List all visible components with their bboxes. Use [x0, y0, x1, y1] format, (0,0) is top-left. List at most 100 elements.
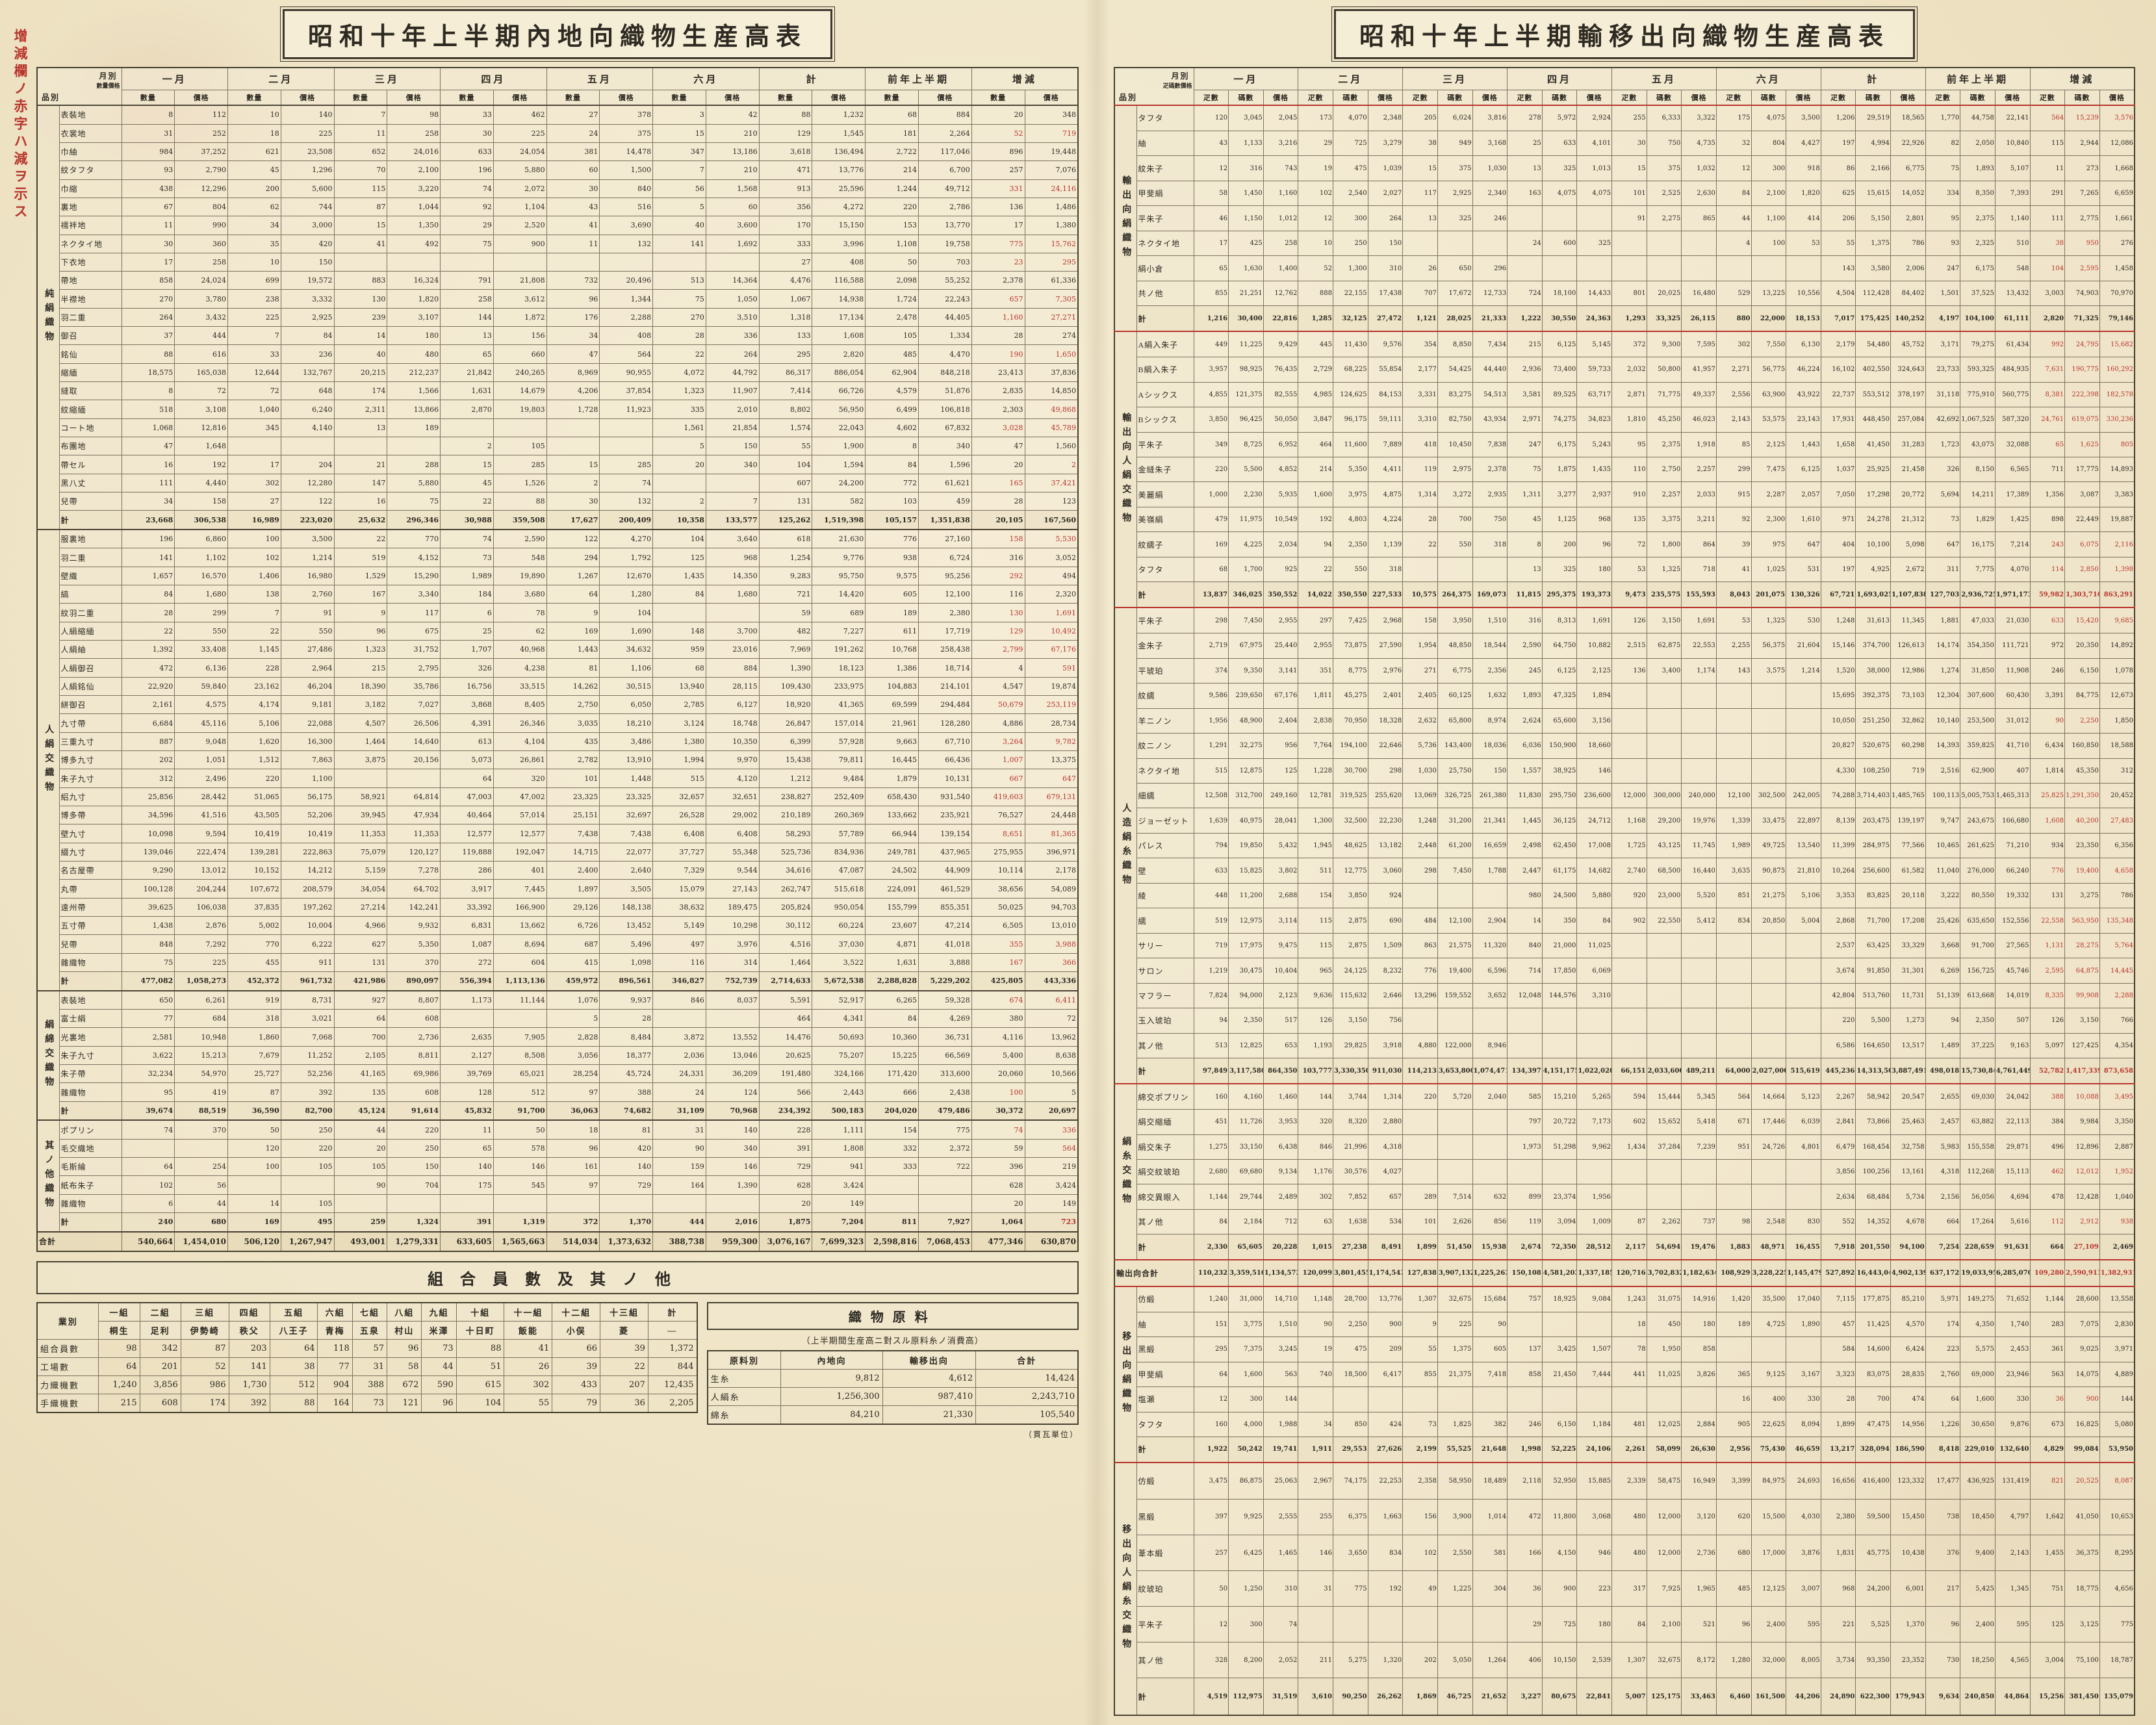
- value-cell: 155,593: [1681, 581, 1717, 608]
- value-cell: 49,712: [918, 179, 972, 198]
- value-cell: 203: [228, 1339, 270, 1358]
- row-label: 綿交ポプリン: [1136, 1083, 1194, 1110]
- value-cell: 40,968: [493, 640, 547, 659]
- value-cell: 3,826: [1681, 1361, 1717, 1388]
- value-cell: 37,525: [1960, 280, 1996, 307]
- table-row: 絽九寸 25,856 28,442 51,065 56,175 58,921 64,814 4…: [37, 787, 1079, 807]
- value-cell: 608: [139, 1394, 181, 1413]
- measure-header: 數量: [865, 89, 919, 106]
- value-cell: 2,590,913: [2064, 1259, 2100, 1287]
- value-cell: 96: [546, 1138, 600, 1158]
- value-cell: 2,378: [1472, 456, 1508, 483]
- table-row: 布團地 47 1,648 2 105 5 150 55 1,900 8 340 47 1,560: [37, 437, 1079, 456]
- value-cell: 9,576: [1367, 331, 1404, 358]
- value-cell: 3,888: [918, 952, 972, 973]
- table-row: 紋繻子 169 4,225 2,034 94 2,350 1,139 22 550 318 8 200…: [1114, 531, 2135, 557]
- value-cell: [440, 418, 494, 438]
- value-cell: 2,782: [546, 750, 600, 770]
- value-cell: 1,256,300: [780, 1387, 883, 1406]
- value-cell: 12,577: [493, 824, 547, 843]
- row-label: 雜織物: [58, 952, 122, 973]
- value-cell: 1,173: [440, 990, 494, 1010]
- value-cell: 332: [865, 1138, 919, 1158]
- value-cell: 5,530: [1024, 528, 1079, 549]
- table-row: 羽二重 264 3,432 225 2,925 239 3,107 144 1,872 176 2,…: [37, 307, 1079, 327]
- value-cell: 93: [1925, 230, 1961, 257]
- value-cell: 5,106: [1786, 882, 1821, 909]
- value-cell: 119: [1507, 1208, 1543, 1235]
- value-cell: 153: [865, 216, 919, 235]
- value-cell: 141: [228, 1357, 270, 1376]
- value-cell: 3,622: [121, 1045, 175, 1066]
- value-cell: 120,127: [387, 842, 441, 862]
- value-cell: 90,250: [1333, 1678, 1368, 1716]
- value-cell: 109,280: [2029, 1259, 2066, 1287]
- value-cell: 27,271: [1024, 307, 1079, 327]
- value-cell: 51,139: [1925, 982, 1961, 1009]
- value-cell: 225: [493, 123, 547, 143]
- value-cell: 25,426: [1925, 908, 1961, 934]
- value-cell: 278: [1507, 104, 1543, 131]
- value-cell: 2,820: [812, 344, 866, 364]
- value-cell: 1,311: [1507, 481, 1543, 507]
- value-cell: 284,975: [1855, 832, 1891, 859]
- value-cell: 52,206: [280, 806, 335, 825]
- value-cell: 3,816: [1472, 104, 1508, 131]
- value-cell: 1,435: [652, 566, 706, 586]
- value-cell: 1,400: [1263, 255, 1299, 281]
- value-cell: 4,354: [2099, 1032, 2135, 1059]
- value-cell: 7,239: [1681, 1134, 1717, 1160]
- value-cell: 14,262: [546, 676, 600, 696]
- value-cell: 117,046: [918, 142, 972, 162]
- value-cell: 548: [1994, 255, 2031, 281]
- row-label: 絹交朱子: [1136, 1134, 1194, 1160]
- value-cell: 6,333: [1646, 104, 1682, 131]
- group-label: 人造絹糸織物: [1114, 607, 1137, 1084]
- value-cell: 1,460: [1263, 1083, 1299, 1110]
- value-cell: 2,760: [280, 585, 335, 604]
- value-cell: 2,161: [121, 695, 175, 715]
- value-cell: 2,516: [1925, 758, 1961, 784]
- value-cell: [1715, 982, 1752, 1009]
- column-header: 一組: [98, 1302, 140, 1322]
- value-cell: 243,675: [1960, 808, 1996, 834]
- value-cell: 613,668: [1960, 982, 1996, 1009]
- value-cell: 47: [121, 437, 175, 456]
- value-cell: 4,030: [1786, 1498, 1821, 1536]
- value-cell: 224,091: [865, 879, 919, 899]
- value-cell: 840: [1507, 932, 1543, 959]
- value-cell: 13,552: [705, 1027, 760, 1047]
- value-cell: 257: [971, 160, 1025, 180]
- value-cell: 679,131: [1024, 787, 1079, 807]
- value-cell: 12: [1298, 205, 1333, 231]
- value-cell: 191,480: [758, 1064, 813, 1084]
- value-cell: 616: [174, 344, 229, 364]
- value-cell: 6,411: [1024, 990, 1079, 1010]
- value-cell: 258: [440, 289, 494, 309]
- value-cell: 7,265: [2064, 180, 2100, 207]
- value-cell: 391: [440, 1212, 494, 1233]
- value-cell: 31,200: [1437, 808, 1473, 834]
- value-cell: 228: [758, 1119, 813, 1140]
- value-cell: 53,950: [2099, 1436, 2135, 1463]
- value-cell: 2,595: [2064, 255, 2100, 281]
- value-cell: 9,484: [812, 769, 866, 788]
- row-label: 手織機數: [36, 1394, 99, 1413]
- value-cell: 12,508: [1193, 782, 1229, 809]
- value-cell: 314: [705, 952, 760, 973]
- value-cell: 2,760: [1925, 1361, 1961, 1388]
- value-cell: 968: [1576, 506, 1612, 533]
- value-cell: 3,120: [1681, 1498, 1717, 1536]
- value-cell: [1786, 708, 1821, 734]
- value-cell: 17,438: [1367, 280, 1404, 307]
- value-cell: [1472, 1134, 1508, 1160]
- value-cell: 5,106: [227, 713, 281, 733]
- value-cell: 20: [652, 455, 706, 474]
- value-cell: 3,424: [1024, 1175, 1079, 1195]
- row-label: 平琥珀: [1136, 658, 1194, 684]
- value-cell: 58,942: [1855, 1083, 1891, 1110]
- value-cell: 1,013: [1576, 155, 1612, 181]
- value-cell: 15,225: [865, 1045, 919, 1066]
- value-cell: 1,850: [2099, 708, 2135, 734]
- table-row: 朱子九寸 3,622 15,213 7,679 11,252 2,105 8,811 2,12…: [37, 1045, 1079, 1066]
